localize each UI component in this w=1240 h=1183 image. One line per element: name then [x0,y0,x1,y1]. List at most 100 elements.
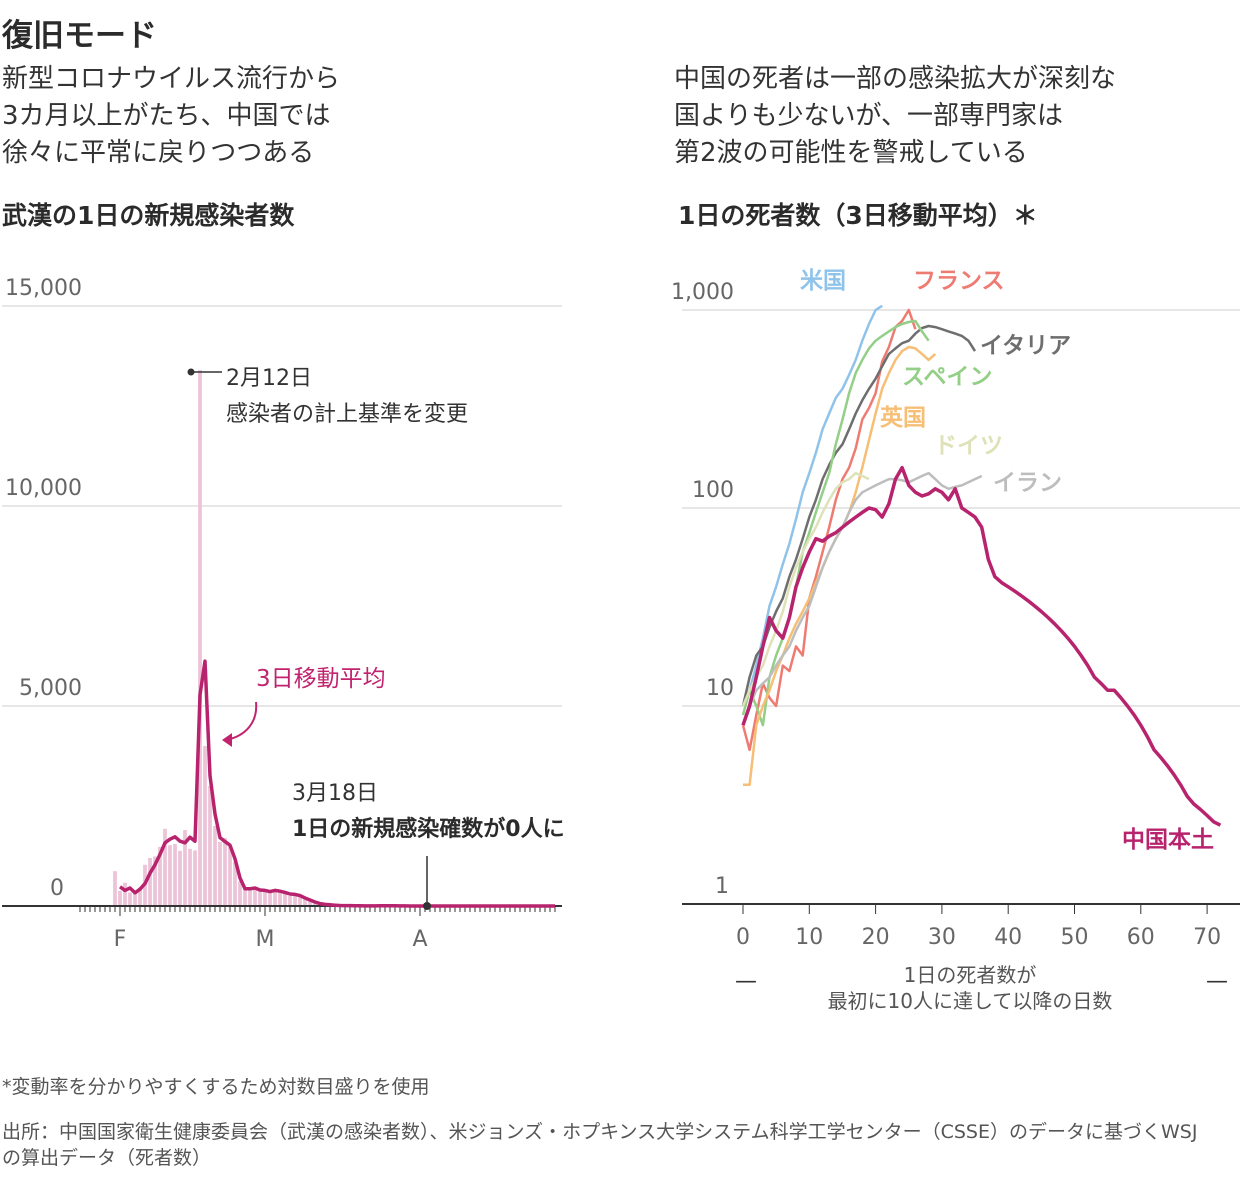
left-bar [213,826,217,906]
deck-right-line: 第2波の可能性を警戒している [674,138,1028,168]
left-bar [233,862,237,906]
left-bar [113,871,117,906]
left-bar [198,370,202,906]
deck-right-line: 中国の死者は一部の感染拡大が深刻な [674,64,1117,94]
right-x-tick-label: 70 [1193,925,1221,950]
right-xlabel-line1: 1日の死者数が [904,963,1037,987]
series-label-iran: イラン [993,470,1062,496]
right-y-tick-label: 100 [692,478,734,503]
left-bar [223,838,227,906]
left-bar [193,850,197,906]
left-bar [203,746,207,906]
left-chart-bars [113,370,397,906]
deck-left-line: 3カ月以上がたち、中国では [2,101,331,131]
left-bar [173,844,177,906]
moving-average-arrowhead [222,733,232,747]
right-xlabel-line2: 最初に10人に達して以降の日数 [828,989,1113,1013]
series-line-germany [741,471,870,707]
left-y-tick-label: 10,000 [5,476,82,501]
left-x-tick-label: M [256,927,275,952]
series-label-china: 中国本土 [1122,827,1214,853]
left-bar [163,828,167,906]
left-bar [218,842,222,906]
right-x-tick-label: 50 [1061,925,1089,950]
right-x-tick-label: 60 [1127,925,1155,950]
left-bar [273,890,277,906]
left-chart-grid: 0 5,000 10,000 15,000 [2,276,562,901]
right-y-tick-label: 10 [706,676,734,701]
deck-left-line: 徐々に平常に戻りつつある [2,138,315,168]
series-line-iran [741,471,983,726]
left-bar [313,902,317,906]
right-chart-lines [741,304,1222,827]
right-x-tick-label: 20 [862,925,890,950]
left-bar [238,881,242,906]
left-bar [148,858,152,906]
left-y-tick-label: 0 [50,876,64,901]
mar18-date-label: 3月18日 [292,781,378,806]
left-bar [293,894,297,906]
left-bar [123,882,127,906]
deck-left-line: 新型コロナウイルス流行から [2,64,341,94]
left-y-tick-label: 5,000 [19,676,82,701]
right-x-tick-label: 0 [736,925,750,950]
right-xaxis-dash-left: — [735,969,757,994]
left-bar [303,899,307,906]
left-bar [308,900,312,906]
feb12-date-label: 2月12日 [226,366,312,391]
moving-average-label: 3日移動平均 [256,666,386,692]
deck-right: 中国の死者は一部の感染拡大が深刻な 国よりも少ないが、一部専門家は 第2波の可能… [674,61,1234,172]
left-bar [283,893,287,906]
left-bar [153,856,157,906]
left-bar [268,892,272,906]
series-label-italy: イタリア [980,333,1071,359]
right-y-tick-label: 1,000 [671,280,734,305]
left-bar [278,892,282,906]
left-bar [228,846,232,906]
series-label-uk: 英国 [880,404,926,431]
left-bar [168,845,172,906]
footnote-source: 出所：中国国家衛生健康委員会（武漢の感染者数）、米ジョンズ・ホプキンス大学システ… [2,1121,1198,1169]
left-chart-moving-average [118,659,555,908]
right-x-tick-label: 10 [795,925,823,950]
left-bar [188,848,192,906]
left-bar [133,890,137,906]
page-title: 復旧モード [2,18,157,54]
feb12-marker [187,368,195,376]
right-y-tick-label: 1 [715,874,729,899]
series-line-france [741,308,917,752]
series-label-germany: ドイツ [934,433,1003,459]
right-x-tick-label: 30 [928,925,956,950]
left-bar [128,892,132,906]
series-label-france: フランス [913,268,1005,294]
mar18-text-label: 1日の新規感染確数が0人に [292,816,565,842]
left-y-tick-label: 15,000 [5,276,82,301]
left-bar [248,890,252,906]
left-bar [183,830,187,906]
mar18-marker [423,902,431,910]
series-line-spain [741,319,930,727]
left-bar [208,786,212,906]
right-xaxis-dash-right: — [1206,969,1228,994]
series-line-china [741,465,1222,827]
right-chart-subtitle: 1日の死者数（3日移動平均）＊ [678,201,1038,230]
left-bar [258,888,262,906]
left-bar [138,887,142,906]
deck-right-line: 国よりも少ないが、一部専門家は [674,101,1063,131]
series-line-us [741,304,883,707]
feb12-text-label: 感染者の計上基準を変更 [226,402,468,427]
left-chart-annotations: 2月12日 感染者の計上基準を変更 3日移動平均 3月18日 1日の新規感染確数… [187,366,565,910]
left-bar [253,888,257,906]
footnote-log-scale: *変動率を分かりやすくするため対数目盛りを使用 [2,1076,430,1098]
left-x-tick-label: A [412,927,427,952]
series-label-spain: スペイン [902,364,992,390]
deck-left: 新型コロナウイルス流行から 3カ月以上がたち、中国では 徐々に平常に戻りつつある [2,61,602,172]
series-line-italy [741,324,977,707]
right-chart-axis: 0 10 20 30 40 50 60 70 [682,903,1240,950]
left-chart-subtitle: 武漢の1日の新規感染者数 [2,201,295,230]
moving-average-line [118,659,555,908]
left-bar [118,890,122,906]
series-label-us: 米国 [800,268,846,294]
